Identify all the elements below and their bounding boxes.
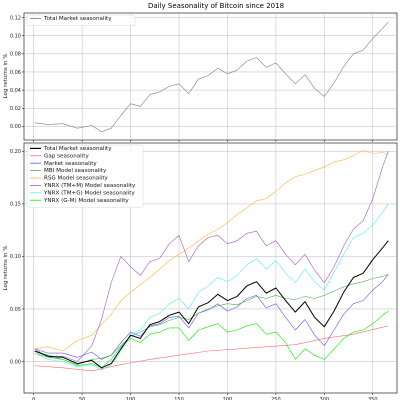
bottom-y-tick-label: 0.15: [10, 202, 21, 208]
top-y-tick-label: 0.02: [10, 106, 21, 112]
bottom-x-tick-label: 300: [320, 397, 330, 400]
bottom-y-tick-label: 0.05: [10, 307, 21, 313]
bottom-series-line-0: [34, 240, 389, 369]
bottom-legend-label: YNRX (TM+G) Model seasonality: [43, 190, 135, 196]
top-plot-frame: [23, 12, 398, 141]
bottom-x-tick-label: 100: [126, 397, 136, 400]
bottom-x-tick-label: 50: [79, 397, 85, 400]
top-series-line-0: [34, 21, 389, 133]
bottom-legend-label: YNRX (G-M) Model seasonality: [43, 198, 129, 204]
bottom-legend-label: MBI Model seasonality: [44, 168, 107, 174]
bottom-y-tick-label: 0.00: [10, 359, 21, 365]
bottom-series-line-5: [34, 151, 389, 362]
bottom-legend-box: [26, 144, 144, 208]
bottom-series-line-7: [34, 310, 389, 369]
bottom-x-tick-label: 250: [271, 397, 281, 400]
top-legend-label: Total Market seasonality: [43, 16, 112, 22]
bottom-legend-label: Total Market seasonality: [43, 146, 112, 152]
top-y-axis-label: Log returns in %: [3, 54, 9, 99]
bottom-plot-frame: [23, 142, 398, 394]
bottom-y-tick-label: 0.20: [10, 149, 21, 155]
top-legend-box: [26, 14, 136, 26]
bottom-y-axis-label: Log returns in %: [3, 246, 9, 291]
bottom-x-tick-label: 350: [368, 397, 378, 400]
top-y-tick-label: 0.12: [10, 15, 21, 21]
bottom-chart-panel: 0 50 100 150 200 250 300 350 0.00 0.05 0.10 0.15 0.2…: [10, 142, 398, 400]
top-chart-panel: 0.00 0.02 0.04 0.06 0.08 0.10 0.12 Total Market…: [10, 12, 398, 142]
bottom-series-line-6: [34, 203, 389, 371]
bottom-y-tick-label: 0.10: [10, 254, 21, 260]
bottom-series-line-3: [34, 274, 389, 365]
bottom-legend-label: YNRX (TM+M) Model seasonality: [43, 183, 136, 189]
bottom-legend-label: Gap seasonality: [44, 153, 89, 159]
bottom-x-tick-label: 200: [223, 397, 233, 400]
top-y-tick-label: 0.10: [10, 33, 21, 39]
bottom-x-tick-label: 150: [174, 397, 184, 400]
top-y-tick-label: 0.08: [10, 52, 21, 58]
figure-title: Daily Seasonality of Bitcoin since 2018: [148, 2, 284, 10]
bottom-x-tick-label: 0: [32, 397, 35, 400]
top-y-tick-label: 0.00: [10, 124, 21, 130]
bottom-legend-label: Market seasonality: [44, 161, 97, 167]
top-y-tick-label: 0.04: [10, 88, 21, 94]
bottom-series-line-4: [34, 150, 389, 352]
bottom-series-line-1: [34, 325, 389, 372]
top-y-tick-label: 0.06: [10, 70, 21, 76]
bottom-legend-label: RSG Model seasonality: [44, 176, 109, 182]
